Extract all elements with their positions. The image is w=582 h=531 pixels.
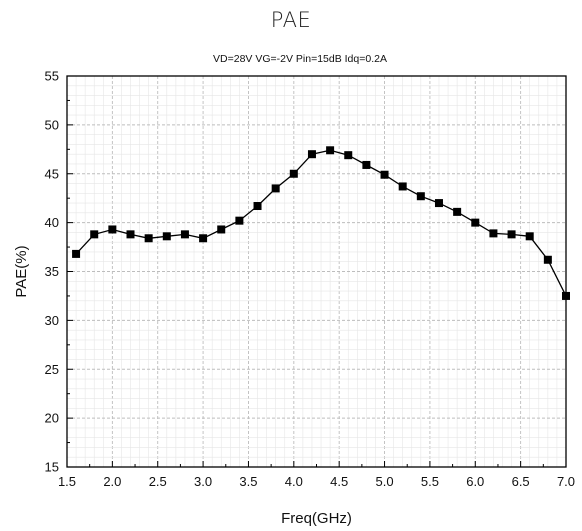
data-point-marker (271, 184, 280, 193)
y-axis-label: PAE(%) (13, 245, 30, 297)
y-tick-label: 25 (45, 362, 59, 377)
y-tick-label: 15 (45, 460, 59, 475)
y-tick-label: 40 (45, 215, 59, 230)
tick-layer: 1.5 2.0 2.5 3.0 3.5 4.0 4.5 5.0 5.5 6.0 6.5 7.0 15 20… (45, 69, 576, 490)
x-tick-label: 6.5 (512, 474, 530, 489)
x-tick-label: 5.0 (376, 474, 394, 489)
data-point-marker (289, 169, 298, 178)
data-point-marker (471, 218, 480, 227)
x-tick-label: 2.5 (149, 474, 167, 489)
data-point-marker (126, 230, 135, 239)
data-point-marker (543, 255, 552, 264)
data-point-marker (562, 291, 570, 300)
data-point-marker (253, 202, 262, 211)
x-tick-label: 3.5 (239, 474, 257, 489)
grid-layer (66, 75, 567, 468)
page-title: PAE (270, 8, 312, 32)
chart-subtitle: VD=28V VG=-2V Pin=15dB Idq=0.2A (213, 53, 387, 65)
data-point-marker (416, 192, 425, 201)
data-point-marker (362, 160, 371, 169)
y-tick-label: 30 (45, 313, 59, 328)
x-tick-label: 5.5 (421, 474, 439, 489)
data-point-marker (453, 207, 462, 216)
x-tick-label: 7.0 (557, 474, 575, 489)
x-tick-label: 6.0 (466, 474, 484, 489)
data-point-marker (235, 216, 244, 225)
data-point-marker (90, 230, 99, 239)
y-tick-label: 20 (45, 411, 59, 426)
data-point-marker (108, 225, 117, 234)
data-point-marker (489, 229, 498, 238)
x-tick-label: 3.0 (194, 474, 212, 489)
x-tick-label: 4.5 (330, 474, 348, 489)
y-tick-label: 35 (45, 264, 59, 279)
y-tick-label: 45 (45, 166, 59, 181)
marker-layer (72, 146, 570, 300)
x-axis-label: Freq(GHz) (281, 510, 352, 527)
data-point-marker (507, 230, 516, 239)
data-point-marker (162, 232, 171, 241)
x-tick-label: 4.0 (285, 474, 303, 489)
data-point-marker (398, 182, 407, 191)
data-point-marker (180, 230, 189, 239)
data-point-marker (326, 146, 335, 155)
data-point-marker (144, 234, 153, 243)
data-point-marker (217, 225, 226, 234)
data-point-marker (72, 249, 81, 258)
data-point-marker (434, 199, 443, 208)
data-point-marker (380, 170, 389, 179)
x-tick-label: 1.5 (58, 474, 76, 489)
series-line (75, 149, 567, 297)
y-tick-label: 50 (45, 117, 59, 132)
data-point-marker (199, 234, 208, 243)
x-tick-label: 2.0 (103, 474, 121, 489)
y-tick-label: 55 (45, 69, 59, 84)
data-point-marker (307, 150, 316, 159)
data-point-marker (344, 151, 353, 160)
data-point-marker (525, 232, 534, 241)
